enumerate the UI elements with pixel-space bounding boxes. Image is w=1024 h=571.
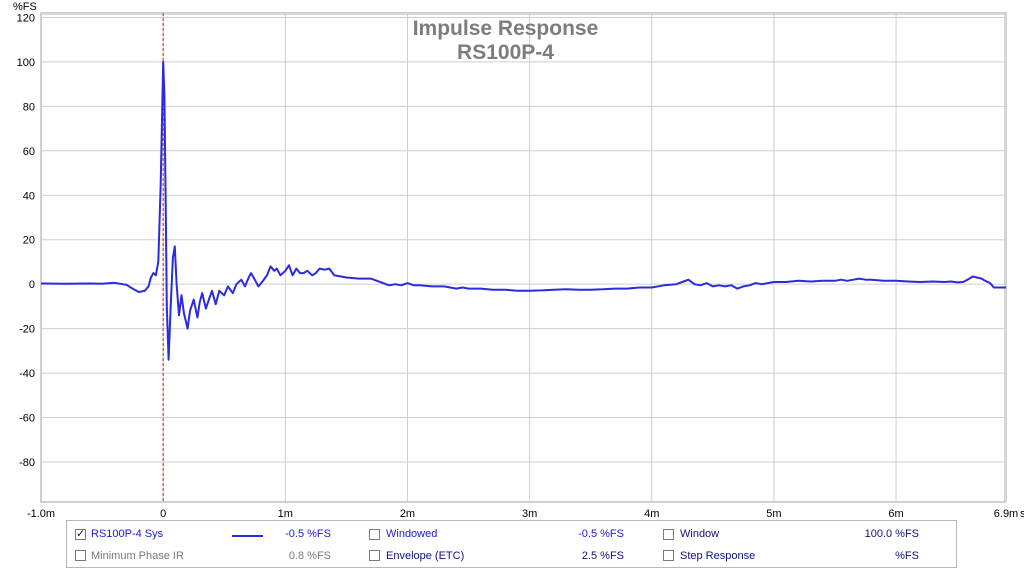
y-tick-label: -60 xyxy=(19,413,35,425)
y-tick-label: -20 xyxy=(19,324,35,336)
y-tick-label: 80 xyxy=(23,101,35,113)
series-value: -0.5 %FS xyxy=(285,528,331,540)
series-label: RS100P-4 Sys xyxy=(91,528,164,540)
x-unit-label: s xyxy=(1020,508,1024,518)
x-tick-label: 4m xyxy=(644,508,659,518)
windowed-checkbox[interactable] xyxy=(369,529,380,540)
envelope-value: 2.5 %FS xyxy=(581,550,624,562)
minimum-phase-label: Minimum Phase IR xyxy=(91,550,184,562)
step-response-checkbox[interactable] xyxy=(663,550,674,561)
step-response-label: Step Response xyxy=(680,550,756,562)
x-tick-label: -1.0m xyxy=(27,508,55,518)
y-tick-label: 120 xyxy=(17,12,35,24)
axes-layer: 120 100 80 60 40 20 0 -20 -40 -60 -80 -1.0m 0 1m 2m 3m 4… xyxy=(13,1,1024,518)
window-label: Window xyxy=(680,528,720,540)
legend-panel: RS100P-4 Sys -0.5 %FS Windowed -0.5 %FS … xyxy=(66,520,957,568)
y-tick-label: -40 xyxy=(19,368,35,380)
minimum-phase-checkbox[interactable] xyxy=(75,550,86,561)
x-tick-label: 1m xyxy=(278,508,293,518)
grid-layer xyxy=(40,12,1007,503)
windowed-value: -0.5 %FS xyxy=(578,528,624,540)
x-tick-label: 3m xyxy=(522,508,537,518)
y-axis-label: %FS xyxy=(13,1,37,13)
y-tick-label: 60 xyxy=(23,146,35,158)
envelope-label: Envelope (ETC) xyxy=(386,550,465,562)
x-tick-label: 6m xyxy=(888,508,903,518)
y-tick-label: 20 xyxy=(23,235,35,247)
x-tick-label: 2m xyxy=(400,508,415,518)
minimum-phase-value: 0.8 %FS xyxy=(288,550,331,562)
x-tick-label: 6.9m xyxy=(994,508,1018,518)
series-line xyxy=(40,60,1006,361)
y-tick-label: -80 xyxy=(19,457,35,469)
chart-subtitle: RS100P-4 xyxy=(457,41,554,64)
windowed-label: Windowed xyxy=(386,528,438,540)
chart-title: Impulse Response xyxy=(413,17,599,40)
envelope-checkbox[interactable] xyxy=(369,550,380,561)
window-checkbox[interactable] xyxy=(663,529,674,540)
series-swatch xyxy=(232,535,263,537)
step-response-value: %FS xyxy=(895,550,919,562)
x-tick-label: 5m xyxy=(766,508,781,518)
y-tick-label: 100 xyxy=(17,57,35,69)
impulse-response-chart: 120 100 80 60 40 20 0 -20 -40 -60 -80 -1.0m 0 1m 2m 3m 4… xyxy=(13,1,1024,518)
window-value: 100.0 %FS xyxy=(864,528,919,540)
series-checkbox[interactable] xyxy=(75,527,86,540)
series-layer xyxy=(40,60,1006,361)
y-tick-label: 0 xyxy=(29,279,35,291)
y-tick-label: 40 xyxy=(23,190,35,202)
x-tick-label: 0 xyxy=(160,508,166,518)
plot-area xyxy=(40,12,1007,503)
